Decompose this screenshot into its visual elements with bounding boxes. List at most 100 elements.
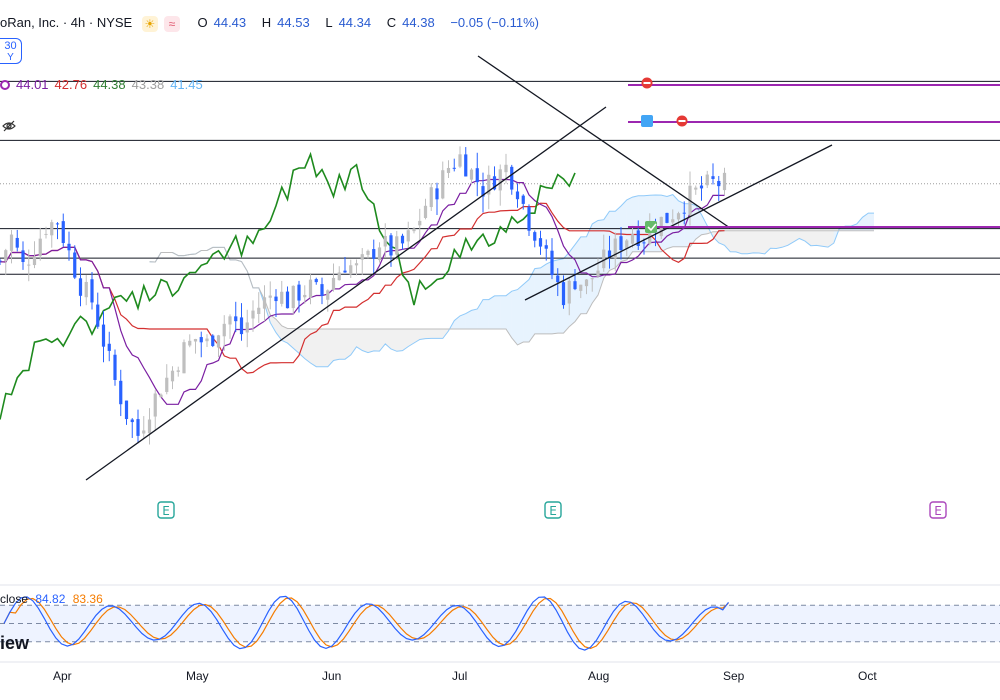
cloud-segment	[431, 329, 437, 339]
candle-body	[492, 176, 497, 190]
candle-body	[165, 377, 169, 392]
earnings-label-1: E	[549, 504, 557, 518]
candle-body	[481, 186, 485, 197]
oscillator-source: close	[0, 592, 29, 606]
cloud-segment	[391, 329, 397, 352]
cloud-segment	[868, 213, 874, 231]
candle-body	[101, 324, 106, 347]
cloud-segment	[293, 328, 299, 354]
candle-body	[90, 279, 94, 303]
candle-body	[395, 236, 399, 255]
candle-body	[487, 174, 491, 195]
cloud-segment	[787, 230, 794, 246]
cloud-segment	[362, 329, 368, 353]
candle-body	[107, 343, 111, 351]
cloud-segment	[678, 200, 685, 247]
candle-body	[377, 247, 382, 261]
candle-body	[4, 250, 8, 261]
candle-body	[257, 307, 261, 315]
candle-body	[567, 280, 571, 304]
cloud-segment	[540, 264, 547, 334]
chikou-span-line	[0, 151, 576, 420]
candle-body	[561, 282, 566, 306]
tenkan-sen-line	[0, 178, 725, 405]
candle-body	[521, 195, 525, 204]
cloud-segment	[776, 230, 782, 249]
cloud-segment	[586, 223, 593, 314]
candle-body	[619, 236, 623, 251]
indicator-settings-icon[interactable]	[0, 80, 10, 90]
cloud-segment	[741, 230, 748, 254]
candle-body	[320, 284, 324, 296]
candle-body	[510, 166, 514, 190]
candle-body	[182, 342, 186, 374]
cloud-segment	[304, 329, 311, 364]
cloud-segment	[534, 267, 541, 334]
candle-body	[308, 279, 313, 298]
candle-body	[251, 310, 255, 319]
candle-body	[676, 213, 681, 220]
wave-icon[interactable]: ≈	[163, 15, 180, 32]
cloud-segment	[425, 329, 432, 339]
trendline-support-aug	[524, 144, 833, 301]
close-value: 44.38	[402, 15, 435, 30]
candle-body	[458, 154, 462, 167]
cloud-segment	[523, 279, 529, 343]
cloud-segment	[759, 230, 765, 254]
cloud-segment	[437, 329, 443, 339]
candle-body	[159, 394, 163, 398]
candle-body	[699, 185, 704, 189]
candle-body	[527, 206, 531, 231]
candle-body	[538, 238, 543, 247]
oscillator-legend[interactable]: close 84.82 83.36	[0, 592, 103, 606]
cloud-segment	[345, 329, 351, 360]
x-tick-apr: Apr	[53, 669, 72, 683]
candle-body	[234, 316, 238, 322]
ichimoku-legend[interactable]: 44.01 42.76 44.38 43.38 41.45	[0, 77, 209, 92]
cloud-segment	[500, 295, 506, 330]
candle-body	[188, 340, 192, 346]
oscillator-k: 84.82	[35, 592, 66, 606]
candle-body	[429, 187, 433, 208]
alert-lines	[628, 77, 1000, 233]
cloud-segment	[546, 261, 552, 334]
candle-body	[331, 277, 336, 290]
cloud-segment	[730, 230, 736, 252]
candle-body	[366, 250, 370, 255]
low-value: 44.34	[338, 15, 372, 30]
cloud-segment	[816, 230, 823, 247]
weather-icon[interactable]: ☀	[141, 15, 158, 32]
candle-body	[469, 169, 474, 180]
alert-stop-icon-2-bar	[678, 120, 686, 122]
candle-body	[383, 235, 387, 247]
x-tick-oct: Oct	[858, 669, 877, 683]
candle-body	[67, 243, 71, 251]
candle-body	[418, 220, 422, 226]
cloud-segment	[753, 230, 759, 254]
candle-body	[630, 234, 635, 244]
cloud-segment	[695, 205, 702, 240]
cloud-segment	[396, 329, 403, 352]
candle-body	[665, 212, 669, 223]
cloud-segment	[828, 230, 834, 248]
candle-body	[596, 270, 600, 277]
hide-eye-icon[interactable]	[2, 120, 16, 135]
interval-badge[interactable]: 30 Y	[0, 38, 22, 64]
cloud-segment	[460, 313, 466, 330]
candle-body	[193, 338, 198, 342]
cloud-segment	[408, 329, 414, 347]
earnings-marker-1	[544, 501, 562, 519]
candle-body	[228, 316, 232, 325]
x-tick-aug: Aug	[588, 669, 610, 683]
candle-body	[73, 252, 77, 278]
alert-flag-icon	[641, 115, 653, 127]
cloud-segment	[356, 329, 363, 351]
candle-body	[648, 226, 652, 244]
candle-body	[475, 168, 479, 183]
symbol-title[interactable]: oRan, Inc. · 4h · NYSE	[0, 15, 133, 30]
ichimoku-value-1: 42.76	[54, 77, 88, 92]
ichimoku-value-0: 44.01	[16, 77, 49, 92]
